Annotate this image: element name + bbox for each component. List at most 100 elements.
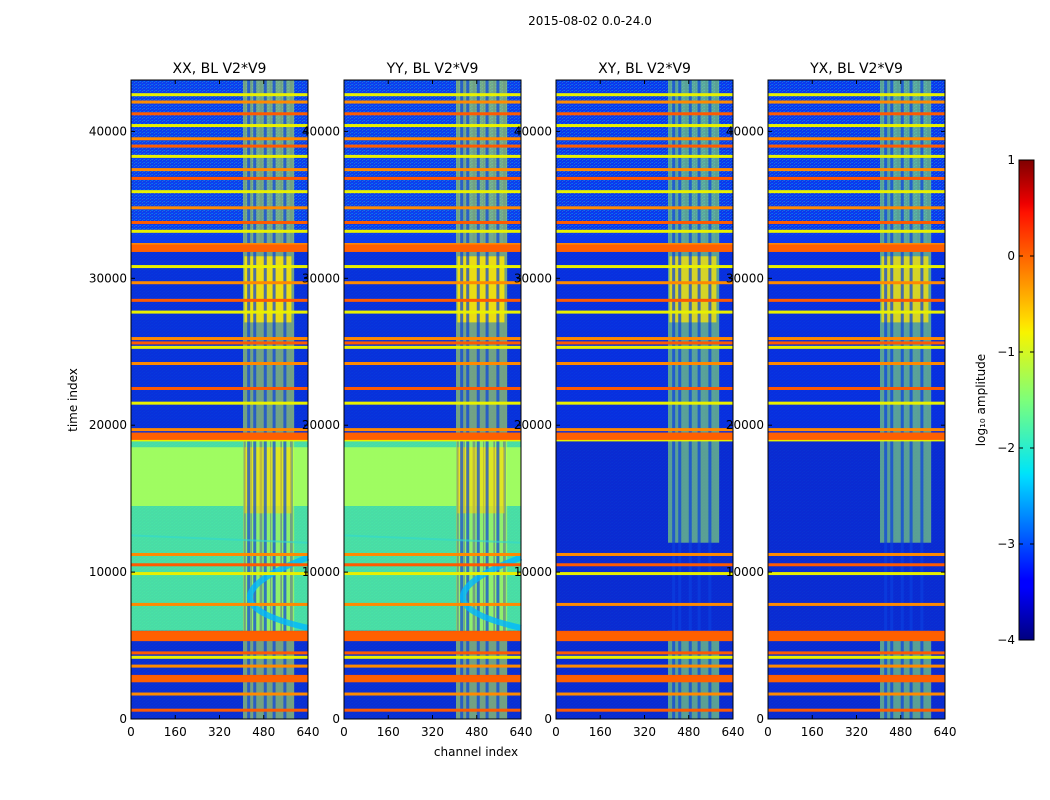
flagged-row — [768, 572, 945, 576]
x-tick-label: 160 — [801, 725, 824, 739]
flagged-row — [768, 229, 945, 233]
rfi-block — [668, 439, 720, 543]
flagged-row — [344, 386, 521, 390]
flagged-row — [344, 144, 521, 148]
rfi-separator — [485, 80, 489, 719]
flagged-row — [131, 229, 308, 233]
colorbar-tick-label: −1 — [997, 345, 1015, 359]
flagged-row — [344, 345, 521, 349]
flagged-row — [768, 651, 945, 655]
x-tick-label: 160 — [377, 725, 400, 739]
y-tick-label: 20000 — [302, 418, 340, 432]
flagged-row — [131, 345, 308, 349]
flagged-row — [344, 602, 521, 606]
flagged-row — [344, 168, 521, 172]
rfi-separator — [900, 80, 904, 719]
flagged-row — [131, 362, 308, 366]
panels: XX, BL V2*V9 0 160 320 480 640 0 10000 20000 3000… — [89, 61, 957, 739]
flagged-row — [768, 708, 945, 712]
flagged-row — [344, 206, 521, 210]
flagged-row — [344, 190, 521, 194]
colorbar-label: log₁₀ amplitude — [974, 354, 988, 446]
y-tick-label: 30000 — [726, 271, 764, 285]
rfi-separator — [476, 80, 480, 719]
flagged-row — [344, 137, 521, 141]
y-tick-label: 40000 — [302, 124, 340, 138]
flagged-row — [556, 93, 733, 97]
flagged-row — [131, 428, 308, 432]
rfi-separator — [272, 80, 276, 719]
rfi-separator — [263, 80, 267, 719]
flagged-row — [556, 552, 733, 556]
x-tick-label: 0 — [340, 725, 348, 739]
flagged-row — [131, 176, 308, 180]
flagged-row — [131, 144, 308, 148]
panel-yy: YY, BL V2*V9 0 160 320 480 640 0 10000 20000 3000… — [302, 61, 533, 739]
flagged-row — [344, 124, 521, 128]
flagged-row — [344, 341, 521, 345]
flagged-row — [556, 651, 733, 655]
drift-feature — [459, 554, 523, 631]
panel-yx: YX, BL V2*V9 0 160 320 480 640 0 10000 20000 3000… — [726, 61, 957, 739]
x-tick-label: 640 — [722, 725, 745, 739]
flagged-row — [768, 124, 945, 128]
flagged-row — [768, 362, 945, 366]
flagged-band — [556, 632, 733, 642]
x-tick-label: 320 — [845, 725, 868, 739]
flagged-row — [556, 298, 733, 302]
flagged-band — [131, 244, 308, 252]
flagged-row — [768, 190, 945, 194]
flagged-row — [344, 401, 521, 405]
flagged-row — [768, 265, 945, 269]
flagged-row — [556, 362, 733, 366]
x-tick-label: 320 — [421, 725, 444, 739]
flagged-band — [131, 432, 308, 440]
flagged-row — [768, 428, 945, 432]
flagged-row — [344, 337, 521, 341]
flagged-row — [556, 345, 733, 349]
flagged-row — [344, 112, 521, 116]
flagged-row — [556, 386, 733, 390]
flagged-row — [556, 692, 733, 696]
flagged-band — [556, 244, 733, 252]
flagged-row — [768, 401, 945, 405]
panel-title: XX, BL V2*V9 — [173, 61, 267, 77]
flagged-row — [768, 602, 945, 606]
panel-title: YX, BL V2*V9 — [809, 61, 903, 77]
flagged-row — [768, 100, 945, 104]
x-tick-label: 480 — [677, 725, 700, 739]
flagged-row — [131, 341, 308, 345]
y-tick-label: 0 — [544, 712, 552, 726]
flagged-row — [556, 265, 733, 269]
flagged-row — [556, 229, 733, 233]
flagged-row — [131, 337, 308, 341]
colorbar-tick-label: −3 — [997, 537, 1015, 551]
flagged-band — [556, 432, 733, 440]
flagged-row — [131, 563, 308, 567]
flagged-row — [344, 552, 521, 556]
flagged-row — [768, 168, 945, 172]
flagged-row — [556, 168, 733, 172]
flagged-row — [556, 176, 733, 180]
flagged-row — [768, 337, 945, 341]
flagged-row — [344, 651, 521, 655]
rfi-separator — [460, 80, 464, 719]
flagged-row — [131, 298, 308, 302]
flagged-row — [556, 341, 733, 345]
flagged-row — [556, 281, 733, 285]
panel-title: YY, BL V2*V9 — [386, 61, 479, 77]
flagged-row — [131, 552, 308, 556]
flagged-row — [131, 310, 308, 314]
x-tick-label: 640 — [510, 725, 533, 739]
rfi-separator — [466, 80, 470, 719]
flagged-row — [131, 265, 308, 269]
flagged-row — [131, 602, 308, 606]
rfi-block — [880, 439, 932, 543]
flagged-row — [768, 386, 945, 390]
flagged-row — [768, 220, 945, 224]
flagged-row — [768, 144, 945, 148]
y-axis-label: time index — [66, 368, 80, 432]
flagged-row — [768, 137, 945, 141]
y-tick-label: 10000 — [89, 565, 127, 579]
flagged-row — [131, 655, 308, 659]
